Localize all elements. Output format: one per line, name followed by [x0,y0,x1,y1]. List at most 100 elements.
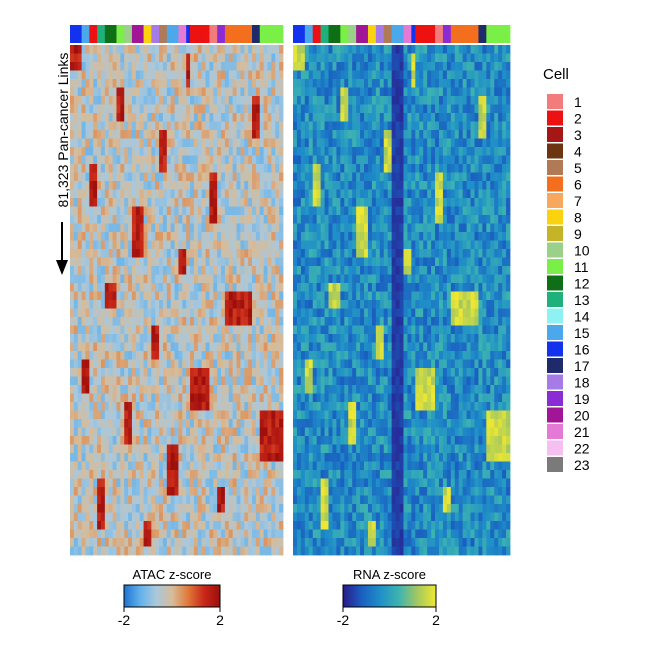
heatmap-cell [431,172,436,182]
heatmap-cell [415,70,420,80]
heatmap-cell [482,138,487,148]
heatmap-cell [240,283,245,292]
heatmap-cell [423,223,428,233]
heatmap-cell [131,62,137,71]
heatmap-cell [197,512,203,522]
heatmap-cell [139,546,144,556]
heatmap-cell [81,181,86,190]
heatmap-cell [178,300,183,309]
heatmap-cell [197,300,203,309]
heatmap-cell [197,198,203,207]
heatmap-cell [159,342,164,352]
heatmap-cell [112,206,117,216]
heatmap-cell [228,487,234,496]
heatmap-cell [494,121,499,131]
heatmap-cell [151,487,156,496]
heatmap-cell [201,164,206,173]
heatmap-cell [308,274,314,284]
heatmap-cell [228,325,234,335]
heatmap-cell [81,138,86,148]
heatmap-cell [186,393,191,403]
heatmap-cell [100,96,106,105]
heatmap-cell [252,104,257,114]
heatmap-cell [244,147,249,156]
heatmap-cell [466,274,471,284]
heatmap-cell [73,266,79,275]
heatmap-cell [486,232,491,241]
heatmap-cell [431,96,436,105]
annotation-cell [124,25,129,43]
heatmap-cell [367,138,373,148]
heatmap-cell [259,121,265,131]
heatmap-cell [312,62,318,71]
heatmap-cell [252,274,257,284]
heatmap-cell [120,385,125,394]
heatmap-cell [458,223,464,233]
heatmap-cell [486,62,491,71]
heatmap-cell [308,130,314,139]
heatmap-cell [108,308,113,318]
heatmap-cell [139,410,144,420]
heatmap-cell [182,487,187,496]
heatmap-cell [442,96,448,105]
heatmap-cell [217,87,222,97]
annotation-cell [116,25,121,43]
heatmap-cell [120,206,125,216]
heatmap-cell [139,376,144,386]
heatmap-cell [224,283,230,292]
heatmap-cell [438,138,444,148]
heatmap-cell [131,342,137,352]
heatmap-cell [367,147,373,156]
heatmap-cell [159,104,164,114]
heatmap-cell [135,470,141,479]
heatmap-cell [170,368,175,377]
heatmap-cell [217,342,222,352]
heatmap-cell [474,240,479,250]
heatmap-cell [442,138,448,148]
heatmap-cell [316,266,322,275]
heatmap-cell [403,62,408,71]
heatmap-cell [293,164,298,173]
heatmap-cell [213,172,218,182]
heatmap-cell [100,351,106,360]
heatmap-cell [255,521,261,530]
heatmap-cell [162,529,168,539]
heatmap-cell [159,53,164,63]
heatmap-cell [336,53,341,63]
heatmap-cell [470,104,475,114]
heatmap-cell [259,249,265,258]
heatmap-cell [104,376,110,386]
heatmap-cell [470,62,475,71]
heatmap-cell [120,436,125,445]
heatmap-cell [197,334,203,343]
heatmap-cell [502,223,507,233]
heatmap-cell [263,223,268,233]
heatmap-cell [77,181,83,190]
heatmap-cell [506,45,511,54]
heatmap-cell [155,87,160,97]
heatmap-cell [383,130,389,139]
heatmap-cell [324,172,329,182]
heatmap-cell [81,291,86,301]
heatmap-cell [255,436,261,445]
heatmap-cell [316,215,322,224]
heatmap-cell [462,96,467,105]
heatmap-cell [450,198,456,207]
heatmap-cell [174,308,179,318]
heatmap-cell [170,189,175,199]
heatmap-cell [89,113,94,122]
heatmap-cell [190,359,195,369]
heatmap-cell [490,189,495,199]
heatmap-cell [415,113,420,122]
heatmap-cell [81,453,86,462]
heatmap-cell [166,283,172,292]
heatmap-cell [205,104,210,114]
heatmap-cell [201,351,206,360]
heatmap-cell [478,240,483,250]
heatmap-cell [474,87,479,97]
heatmap-cell [97,155,102,165]
heatmap-cell [387,79,393,88]
heatmap-cell [379,189,385,199]
heatmap-cell [209,325,214,335]
heatmap-cell [205,62,210,71]
